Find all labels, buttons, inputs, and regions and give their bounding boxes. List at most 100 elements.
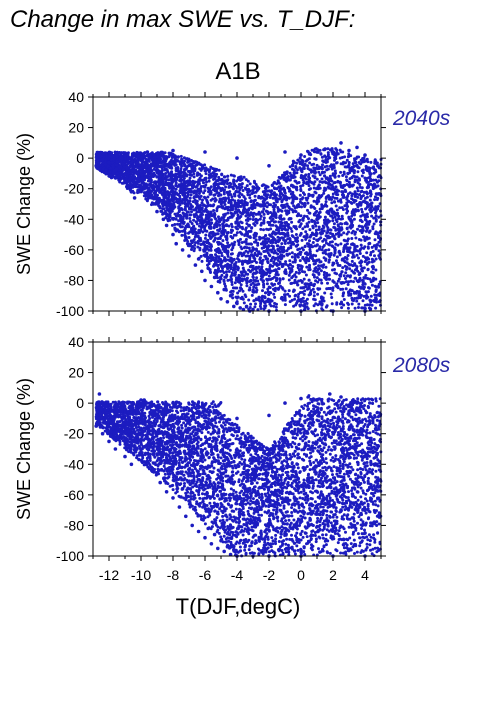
- data-point: [347, 447, 351, 451]
- data-point: [339, 141, 343, 145]
- data-point: [177, 505, 182, 509]
- y-tick-label: -40: [64, 211, 84, 227]
- x-tick-label: -6: [199, 567, 212, 583]
- data-point: [283, 232, 287, 237]
- data-point: [148, 153, 153, 157]
- data-point: [158, 199, 162, 203]
- data-point: [238, 306, 242, 310]
- data-point: [161, 447, 166, 451]
- data-point: [100, 431, 105, 436]
- data-point: [203, 278, 207, 283]
- data-point: [152, 202, 156, 206]
- data-point: [100, 157, 105, 162]
- y-axis-label: SWE Change (%): [14, 133, 34, 275]
- data-point: [355, 145, 359, 150]
- data-point: [148, 401, 153, 405]
- data-point: [219, 217, 223, 222]
- data-point: [251, 307, 255, 312]
- data-point: [267, 164, 271, 168]
- data-point: [152, 470, 156, 474]
- data-point: [323, 147, 327, 151]
- y-tick-label: 20: [68, 120, 84, 136]
- data-point: [315, 217, 319, 222]
- data-point: [228, 552, 233, 557]
- data-point: [139, 171, 143, 176]
- data-point: [193, 508, 198, 512]
- data-point: [200, 517, 204, 522]
- period-label-2080s: 2080s: [393, 354, 451, 377]
- x-tick-label: 2: [329, 567, 337, 583]
- data-point: [307, 485, 311, 490]
- data-point: [187, 254, 191, 258]
- x-tick-label: -12: [99, 567, 119, 583]
- data-point: [187, 499, 191, 503]
- x-tick-label: 0: [297, 567, 305, 583]
- data-point: [139, 398, 143, 402]
- y-tick-label: 0: [76, 395, 84, 411]
- y-tick-label: 40: [68, 89, 84, 105]
- data-point: [195, 462, 199, 467]
- x-tick-label: 4: [361, 567, 369, 583]
- x-tick-label: -10: [131, 567, 151, 583]
- data-point: [291, 431, 295, 436]
- data-point: [164, 490, 169, 494]
- data-point: [177, 229, 182, 234]
- data-point: [195, 202, 199, 206]
- data-point: [139, 151, 143, 156]
- y-axis-label: SWE Change (%): [14, 378, 34, 520]
- data-point: [315, 150, 319, 154]
- data-point: [307, 286, 311, 290]
- data-point: [129, 462, 134, 467]
- data-point: [259, 271, 263, 275]
- data-point: [164, 223, 169, 228]
- data-point: [158, 480, 162, 485]
- y-tick-label: -60: [64, 487, 84, 503]
- data-point: [145, 459, 150, 464]
- x-tick-label: -2: [263, 567, 276, 583]
- data-point: [275, 493, 279, 497]
- scenario-title: A1B: [215, 58, 261, 85]
- data-point: [120, 409, 124, 413]
- data-point: [203, 402, 207, 407]
- data-point: [328, 392, 332, 396]
- data-point: [299, 396, 303, 401]
- data-point: [168, 468, 172, 473]
- data-point: [107, 160, 111, 165]
- data-point: [339, 508, 343, 512]
- data-point: [259, 531, 263, 535]
- data-point: [212, 275, 217, 280]
- data-point: [209, 284, 214, 289]
- y-tick-label: 20: [68, 365, 84, 381]
- data-point: [184, 235, 188, 240]
- scatter-density-cloud: [94, 394, 383, 558]
- data-point: [113, 168, 118, 173]
- data-point: [136, 177, 140, 182]
- chart-main-title: Change in max SWE vs. T_DJF:: [10, 6, 356, 33]
- y-tick-label: -100: [56, 303, 84, 319]
- y-tick-label: -60: [64, 242, 84, 258]
- data-point: [232, 548, 236, 552]
- data-point: [174, 477, 178, 482]
- data-point: [371, 278, 375, 283]
- data-point: [94, 424, 98, 428]
- data-point: [299, 153, 303, 157]
- data-point: [347, 148, 351, 153]
- data-point: [225, 545, 230, 549]
- data-point: [168, 214, 172, 218]
- data-point: [196, 257, 201, 261]
- data-point: [107, 439, 111, 444]
- data-point: [190, 523, 194, 528]
- data-point: [216, 546, 220, 551]
- data-point: [339, 395, 343, 399]
- data-point: [145, 150, 150, 154]
- data-point: [155, 209, 159, 214]
- data-point: [267, 413, 271, 418]
- data-point: [235, 301, 239, 306]
- data-point: [123, 179, 127, 183]
- data-point: [200, 269, 204, 274]
- y-tick-label: -20: [64, 426, 84, 442]
- x-tick-label: -4: [231, 567, 244, 583]
- data-point: [203, 150, 207, 154]
